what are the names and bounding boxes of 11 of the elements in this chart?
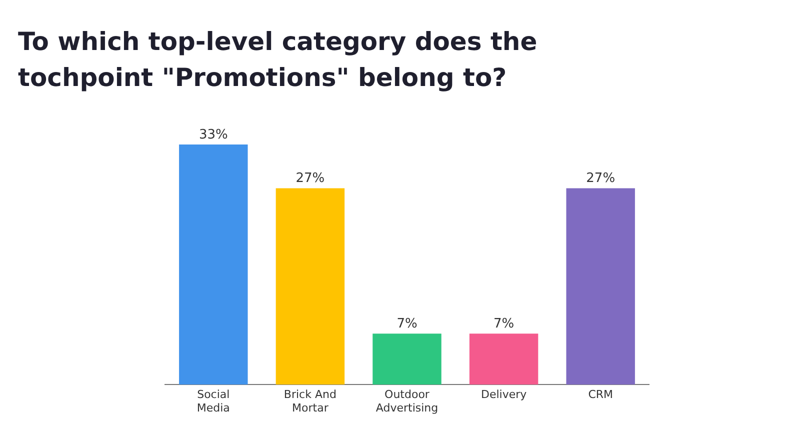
chart-title: To which top-level category does the tochpoint "Promotions" belong to? — [18, 26, 538, 94]
data-label: 7% — [396, 316, 418, 332]
x-tick-label: Brick And Mortar — [284, 388, 336, 414]
data-label: 33% — [198, 127, 228, 142]
x-tick-label: Social Media — [196, 388, 230, 414]
data-label: 27% — [296, 171, 325, 186]
x-tick-label: Outdoor Advertising — [376, 388, 438, 414]
x-tick-label: Delivery — [480, 388, 528, 402]
data-label: 7% — [493, 316, 514, 332]
x-tick-label: CRM — [588, 388, 614, 402]
data-label: 27% — [586, 171, 616, 186]
